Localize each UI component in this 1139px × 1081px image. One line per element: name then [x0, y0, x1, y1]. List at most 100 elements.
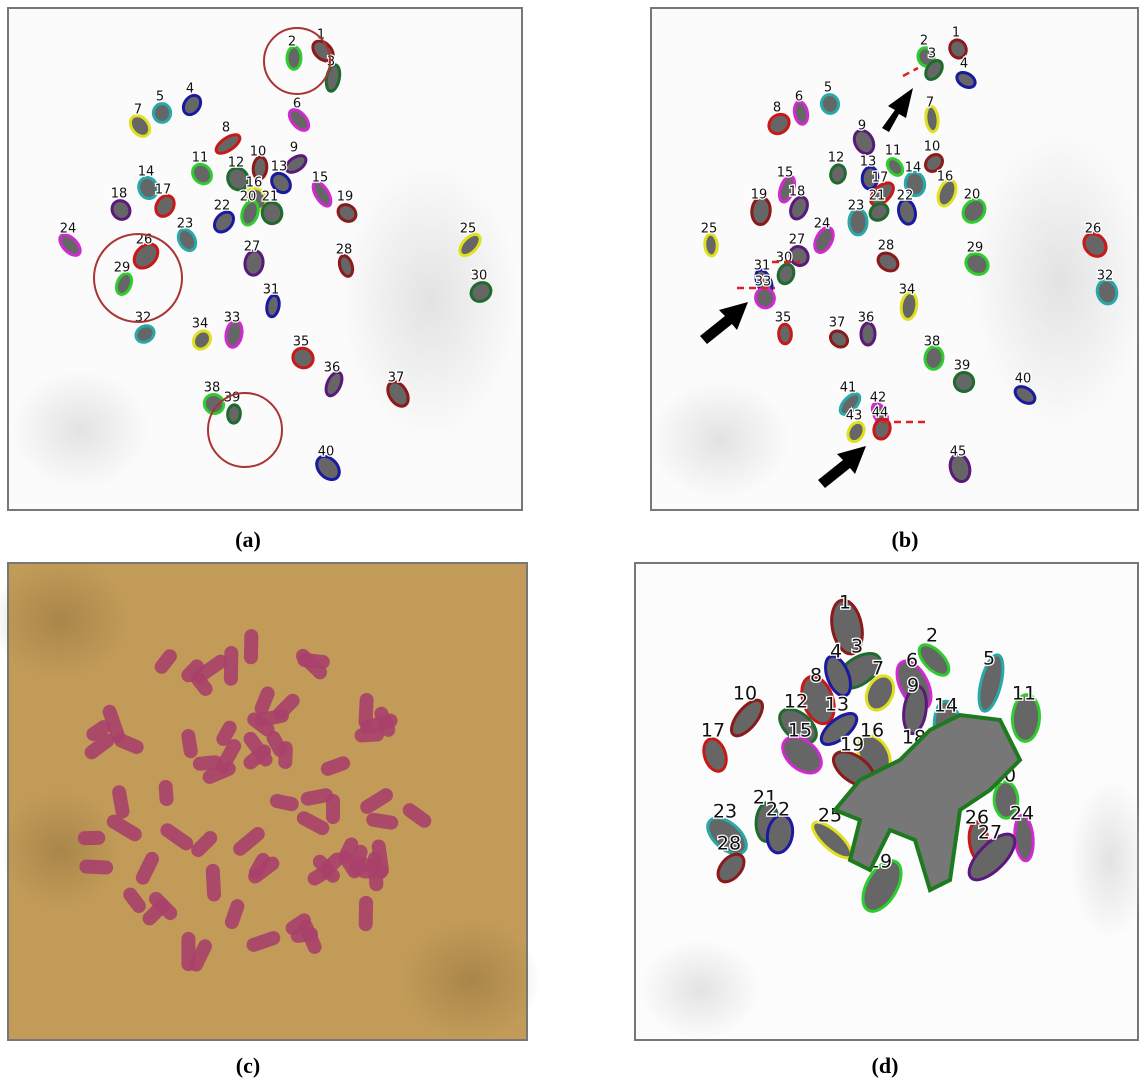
- chromosome-label: 45: [950, 445, 967, 460]
- chromosome-label: 13: [860, 155, 877, 170]
- chromosome-label: 11: [885, 144, 902, 159]
- chromosome-label: 13: [271, 160, 288, 175]
- panel-caption: (d): [872, 1053, 899, 1078]
- chromosome-label: 37: [829, 316, 846, 331]
- chromosome-label: 35: [293, 335, 310, 350]
- chromosome-label: 34: [899, 283, 916, 298]
- chromosome-label: 29: [114, 261, 131, 276]
- panel-caption: (a): [235, 527, 261, 552]
- panel-b: 1234567891011121314151617181920212223242…: [650, 8, 1139, 510]
- chromosome-label: 19: [840, 734, 864, 756]
- chromosome: [224, 646, 239, 686]
- chromosome-label: 22: [214, 199, 231, 214]
- chromosome-label: 9: [907, 675, 919, 697]
- chromosome-label: 5: [983, 648, 995, 670]
- chromosome-label: 9: [290, 141, 298, 156]
- chromosome-label: 35: [775, 311, 792, 326]
- chromosome-label: 28: [717, 833, 741, 855]
- chromosome-label: 21: [262, 190, 279, 205]
- chromosome-label: 23: [177, 217, 194, 232]
- chromosome-label: 3: [327, 55, 335, 70]
- chromosome-label: 1: [839, 592, 851, 614]
- chromosome: [359, 896, 374, 932]
- chromosome-label: 3: [928, 47, 936, 62]
- chromosome-label: 11: [192, 151, 209, 166]
- chromosome-label: 6: [795, 90, 803, 105]
- chromosome-label: 37: [388, 371, 405, 386]
- chromosome-label: 28: [878, 239, 895, 254]
- chromosome-label: 41: [840, 381, 857, 396]
- chromosome-label: 20: [964, 188, 981, 203]
- chromosome-label: 4: [830, 641, 842, 663]
- chromosome-label: 16: [246, 176, 263, 191]
- chromosome-label: 23: [848, 199, 865, 214]
- chromosome-label: 11: [1012, 683, 1036, 705]
- chromosome-label: 4: [960, 57, 968, 72]
- chromosome-label: 21: [869, 189, 886, 204]
- chromosome-label: 6: [906, 650, 918, 672]
- chromosome-label: 43: [846, 409, 863, 424]
- figure: 1234567891011121314151617181920212223242…: [0, 0, 1139, 1081]
- chromosome-label: 7: [926, 96, 934, 111]
- chromosome-label: 12: [228, 156, 245, 171]
- chromosome: [358, 693, 374, 730]
- chromosome: [79, 859, 113, 875]
- chromosome: [78, 831, 106, 845]
- chromosome-label: 36: [324, 361, 341, 376]
- panel-caption: (b): [892, 527, 919, 552]
- chromosome-label: 15: [788, 720, 812, 742]
- chromosome-label: 17: [155, 183, 172, 198]
- chromosome-label: 22: [766, 799, 790, 821]
- chromosome: [227, 404, 241, 423]
- chromosome-label: 27: [978, 822, 1002, 844]
- chromosome: [861, 323, 875, 345]
- chromosome-label: 15: [777, 166, 794, 181]
- chromosome-label: 40: [1015, 372, 1032, 387]
- panel-d: 1234567891011121314151617181920212223242…: [635, 563, 1139, 1040]
- chromosome-label: 40: [318, 445, 335, 460]
- chromosome: [704, 234, 718, 257]
- chromosome-label: 30: [471, 269, 488, 284]
- chromosome-label: 8: [810, 665, 822, 687]
- chromosome-label: 25: [460, 222, 477, 237]
- chromosome-label: 10: [924, 140, 941, 155]
- chromosome-label: 15: [312, 171, 329, 186]
- chromosome-label: 26: [1085, 222, 1102, 237]
- chromosome-label: 6: [293, 97, 301, 112]
- chromosome-label: 5: [824, 81, 832, 96]
- chromosome-label: 24: [60, 222, 77, 237]
- chromosome: [244, 629, 259, 664]
- chromosome-label: 7: [872, 658, 884, 680]
- chromosome-label: 10: [733, 683, 757, 705]
- chromosome-label: 25: [701, 222, 718, 237]
- chromosome-label: 24: [814, 217, 831, 232]
- chromosome: [354, 727, 384, 743]
- chromosome-label: 16: [937, 170, 954, 185]
- chromosome-label: 9: [858, 119, 866, 134]
- chromosome: [153, 104, 170, 123]
- chromosome-label: 23: [713, 801, 737, 823]
- chromosome: [368, 851, 384, 891]
- chromosome: [158, 779, 174, 806]
- chromosome-label: 36: [858, 311, 875, 326]
- chromosome-label: 8: [773, 101, 781, 116]
- chromosome: [205, 863, 221, 901]
- chromosome-label: 12: [828, 151, 845, 166]
- chromosome-label: 39: [954, 359, 971, 374]
- chromosome-label: 38: [924, 335, 941, 350]
- chromosome-label: 31: [263, 283, 280, 298]
- chromosome-label: 4: [186, 82, 194, 97]
- chromosome-label: 1: [952, 26, 960, 41]
- chromosome-label: 13: [825, 694, 849, 716]
- chromosome-label: 12: [784, 691, 808, 713]
- chromosome-label: 19: [751, 188, 768, 203]
- chromosome-label: 18: [111, 187, 128, 202]
- chromosome-label: 8: [222, 121, 230, 136]
- chromosome-label: 2: [288, 35, 296, 50]
- chromosome-label: 33: [224, 311, 241, 326]
- chromosome-label: 32: [135, 311, 152, 326]
- chromosome-label: 44: [872, 406, 889, 421]
- chromosome-label: 31: [754, 259, 771, 274]
- chromosome-label: 29: [967, 241, 984, 256]
